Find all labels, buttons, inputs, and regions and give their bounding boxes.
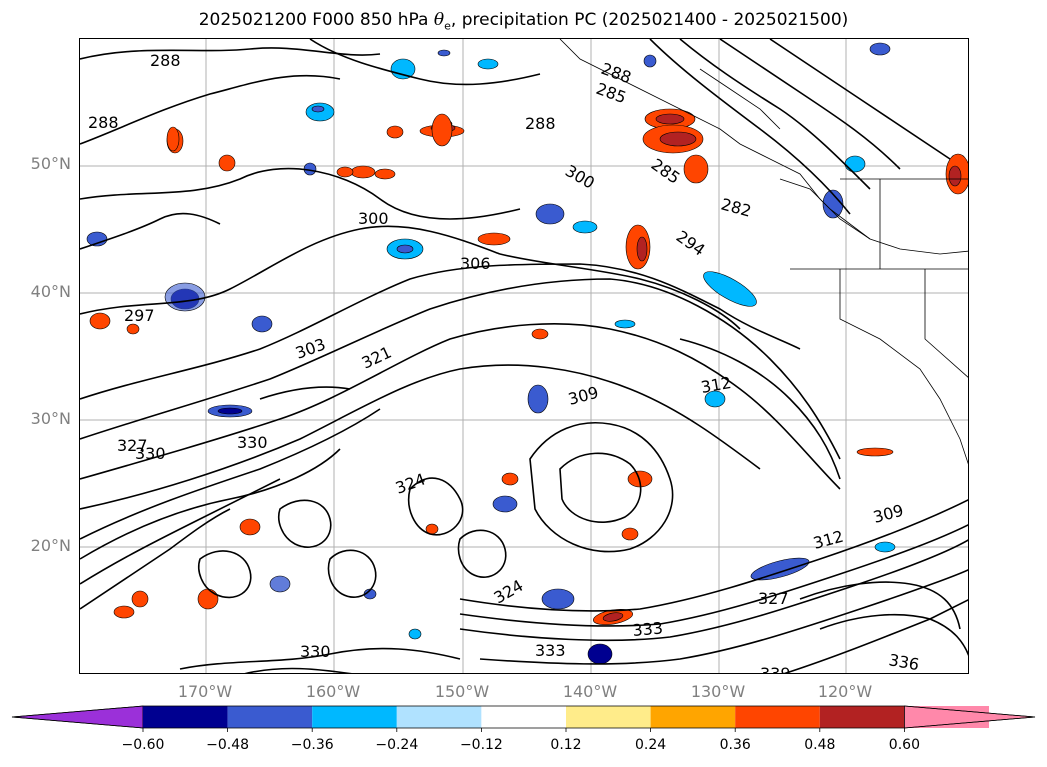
lon-label: 150°W: [434, 682, 490, 701]
contour-label: 282: [719, 195, 753, 221]
contour-label: 324: [491, 576, 527, 608]
contour-label: 288: [150, 51, 181, 70]
colorbar-outline: [11, 705, 1036, 729]
colorbar-bin: [735, 706, 820, 728]
contour-label: 336: [887, 650, 920, 674]
colorbar-tick-label: 0.12: [550, 737, 582, 753]
colorbar-bin: [143, 706, 228, 728]
colorbar-tick-label: −0.48: [206, 737, 250, 753]
contour-label: 285: [648, 155, 684, 188]
colorbar-tick-label: 0.60: [888, 737, 920, 753]
colorbar-tick-label: 0.24: [635, 737, 667, 753]
colorbar-tick-label: −0.24: [375, 737, 419, 753]
contour-label: 309: [871, 501, 905, 527]
theta-symbol: θ: [433, 10, 445, 30]
map-canvas: 288 288 288 288 285 285 300 306 300 297 …: [80, 39, 968, 674]
contour-label: 330: [237, 433, 268, 452]
precip-patches: [86, 42, 968, 665]
contour-label: 294: [673, 227, 709, 260]
contour-label: 312: [699, 373, 732, 397]
theta-subscript: e: [444, 19, 451, 33]
lon-label: 170°W: [177, 682, 233, 701]
contour-label: 333: [535, 641, 566, 660]
graticule: [80, 39, 968, 673]
colorbar-tick-label: −0.12: [459, 737, 503, 753]
contour-label: 324: [393, 469, 428, 497]
lat-label: 50°N: [30, 154, 71, 173]
contour-label: 339: [760, 664, 791, 674]
contour-label: 309: [566, 383, 600, 409]
precip-patch-negative: [477, 58, 499, 70]
contour-label: 330: [300, 642, 331, 661]
contour-label: 327: [117, 436, 148, 455]
colorbar-bin: [566, 706, 651, 728]
lon-label: 140°W: [562, 682, 618, 701]
colorbar-bin: [819, 706, 905, 728]
contour-label: 303: [293, 334, 328, 362]
contour-label: 300: [358, 209, 389, 228]
colorbar-bin: [396, 706, 482, 728]
plot-title: 2025021200 F000 850 hPa θe, precipitatio…: [198, 10, 849, 33]
map-panel[interactable]: 288 288 288 288 285 285 300 306 300 297 …: [79, 38, 969, 674]
lon-label: 130°W: [690, 682, 746, 701]
colorbar-tick-label: −0.36: [290, 737, 334, 753]
contour-label: 330: [135, 444, 166, 463]
precip-patch-positive: [386, 125, 404, 139]
colorbar-bin: [904, 706, 989, 728]
colorbar-over-triangle: [904, 705, 1036, 729]
contour-label: 333: [632, 618, 664, 640]
lat-label: 30°N: [30, 409, 71, 428]
contour-label: 327: [758, 589, 789, 608]
colorbar-bin: [481, 706, 566, 728]
lon-label: 160°W: [305, 682, 361, 701]
contour-label: 288: [88, 113, 119, 132]
lon-label: 120°W: [817, 682, 873, 701]
lat-label: 20°N: [30, 536, 71, 555]
contour-label: 306: [460, 254, 491, 273]
colorbar-bin: [650, 706, 736, 728]
colorbar-bin: [227, 706, 313, 728]
colorbar-tick-label: 0.36: [719, 737, 751, 753]
contour-label: 312: [811, 527, 845, 553]
colorbar-under-triangle: [11, 705, 144, 729]
lat-label: 40°N: [30, 282, 71, 301]
colorbar-bin: [312, 706, 397, 728]
colorbar-tick-label: 0.48: [804, 737, 836, 753]
colorbar-tick-label: −0.60: [121, 737, 165, 753]
contour-label: 297: [124, 306, 155, 325]
coastlines: [559, 39, 968, 465]
theta-e-contours: [80, 39, 968, 673]
contour-label: 288: [525, 114, 556, 133]
